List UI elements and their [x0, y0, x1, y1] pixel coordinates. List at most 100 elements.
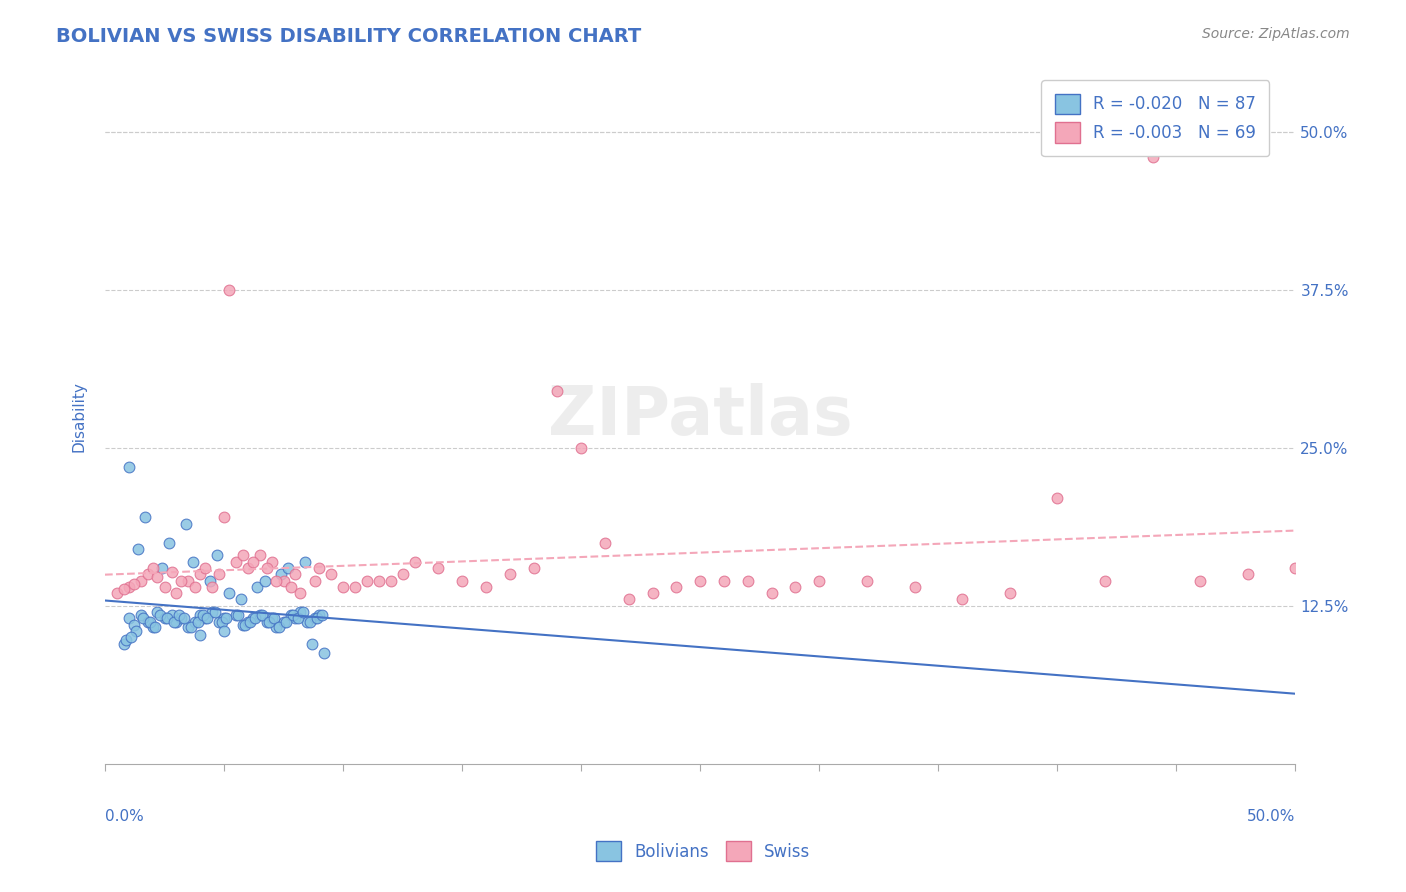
Point	[856, 574, 879, 588]
Point	[808, 574, 831, 588]
Point	[713, 574, 735, 588]
Point	[569, 441, 592, 455]
Point	[246, 580, 269, 594]
Point	[280, 607, 302, 622]
Point	[343, 580, 366, 594]
Point	[260, 611, 283, 625]
Point	[118, 580, 141, 594]
Point	[239, 615, 262, 630]
Point	[250, 607, 273, 622]
Point	[641, 586, 664, 600]
Point	[136, 615, 159, 630]
Point	[263, 611, 285, 625]
Point	[404, 555, 426, 569]
Point	[122, 577, 145, 591]
Point	[184, 580, 207, 594]
Point	[163, 615, 186, 630]
Point	[267, 620, 290, 634]
Point	[212, 624, 235, 639]
Point	[204, 605, 226, 619]
Point	[157, 535, 180, 549]
Point	[249, 548, 271, 562]
Point	[266, 620, 288, 634]
Point	[188, 567, 211, 582]
Point	[153, 611, 176, 625]
Point	[546, 384, 568, 398]
Point	[308, 561, 330, 575]
Point	[284, 567, 307, 582]
Point	[391, 567, 413, 582]
Point	[260, 555, 283, 569]
Point	[242, 555, 264, 569]
Point	[187, 615, 209, 630]
Point	[1237, 567, 1260, 582]
Point	[127, 541, 149, 556]
Point	[115, 632, 138, 647]
Point	[160, 607, 183, 622]
Point	[499, 567, 522, 582]
Point	[229, 592, 252, 607]
Point	[311, 607, 333, 622]
Point	[305, 611, 328, 625]
Point	[105, 586, 128, 600]
Point	[180, 620, 202, 634]
Point	[761, 586, 783, 600]
Point	[1189, 574, 1212, 588]
Point	[274, 615, 297, 630]
Text: 50.0%: 50.0%	[1247, 809, 1295, 824]
Point	[304, 611, 326, 625]
Point	[304, 574, 326, 588]
Point	[281, 607, 304, 622]
Point	[218, 283, 240, 297]
Point	[181, 555, 204, 569]
Point	[146, 605, 169, 619]
Point	[167, 607, 190, 622]
Point	[184, 615, 207, 630]
Point	[160, 565, 183, 579]
Point	[1284, 561, 1306, 575]
Point	[243, 611, 266, 625]
Point	[215, 611, 238, 625]
Point	[256, 615, 278, 630]
Point	[146, 570, 169, 584]
Text: Source: ZipAtlas.com: Source: ZipAtlas.com	[1202, 27, 1350, 41]
Point	[188, 628, 211, 642]
Text: ZIPatlas: ZIPatlas	[548, 384, 852, 450]
Point	[118, 459, 141, 474]
Point	[1046, 491, 1069, 506]
Point	[308, 607, 330, 622]
Point	[208, 567, 231, 582]
Point	[294, 555, 316, 569]
Point	[142, 561, 165, 575]
Point	[195, 611, 218, 625]
Point	[194, 561, 217, 575]
Point	[367, 574, 389, 588]
Point	[593, 535, 616, 549]
Point	[301, 637, 323, 651]
Point	[201, 605, 224, 619]
Point	[1142, 150, 1164, 164]
Point	[232, 548, 254, 562]
Point	[177, 574, 200, 588]
Point	[277, 561, 299, 575]
Point	[689, 574, 711, 588]
Legend: Bolivians, Swiss: Bolivians, Swiss	[582, 828, 824, 875]
Text: 0.0%: 0.0%	[105, 809, 143, 824]
Point	[737, 574, 759, 588]
Point	[212, 510, 235, 524]
Point	[150, 561, 173, 575]
Legend: R = -0.020   N = 87, R = -0.003   N = 69: R = -0.020 N = 87, R = -0.003 N = 69	[1042, 80, 1270, 156]
Point	[232, 617, 254, 632]
Point	[134, 510, 156, 524]
Point	[298, 615, 321, 630]
Point	[165, 586, 187, 600]
Point	[139, 615, 162, 630]
Point	[149, 607, 172, 622]
Point	[118, 611, 141, 625]
Point	[427, 561, 450, 575]
Point	[112, 637, 135, 651]
Point	[156, 611, 179, 625]
Point	[165, 615, 187, 630]
Point	[225, 607, 247, 622]
Point	[212, 611, 235, 625]
